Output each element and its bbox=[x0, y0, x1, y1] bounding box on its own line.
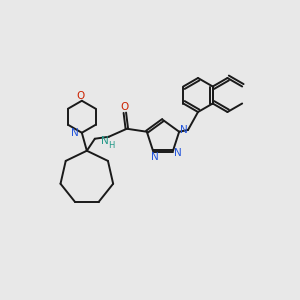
Text: N: N bbox=[180, 125, 188, 135]
Text: H: H bbox=[108, 141, 114, 150]
Text: O: O bbox=[121, 102, 129, 112]
Text: N: N bbox=[101, 136, 109, 146]
Text: N: N bbox=[71, 128, 79, 138]
Text: O: O bbox=[77, 91, 85, 101]
Text: N: N bbox=[174, 148, 182, 158]
Text: N: N bbox=[151, 152, 159, 162]
